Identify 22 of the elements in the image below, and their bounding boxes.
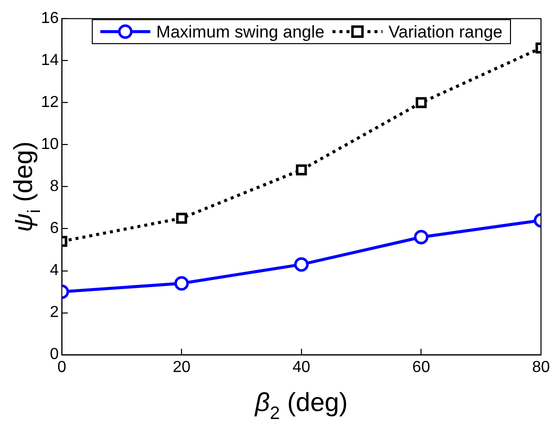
x-tick-label: 20 <box>172 358 191 376</box>
y-tick-label: 2 <box>50 304 59 322</box>
point <box>416 97 427 108</box>
legend-label: Variation range <box>388 22 503 42</box>
point <box>174 276 189 291</box>
x-tick-label: 40 <box>292 358 310 376</box>
y-tick-label: 16 <box>41 10 59 28</box>
legend-label: Maximum swing angle <box>156 22 324 42</box>
point <box>296 164 307 176</box>
point <box>414 230 428 244</box>
y-tick-label: 14 <box>41 52 59 70</box>
y-tick-label: 6 <box>50 220 59 238</box>
y-tick-label: 4 <box>50 262 59 280</box>
y-tick-label: 10 <box>41 136 59 154</box>
y-tick-label: 8 <box>50 178 59 196</box>
y-tick-label: 0 <box>50 346 59 364</box>
point <box>294 257 309 272</box>
x-tick-label: 80 <box>532 358 550 376</box>
y-tick-label: 12 <box>41 94 59 112</box>
point <box>176 212 188 224</box>
x-tick-label: 60 <box>412 358 430 376</box>
y-axis-title: ψi (deg) <box>8 141 44 232</box>
